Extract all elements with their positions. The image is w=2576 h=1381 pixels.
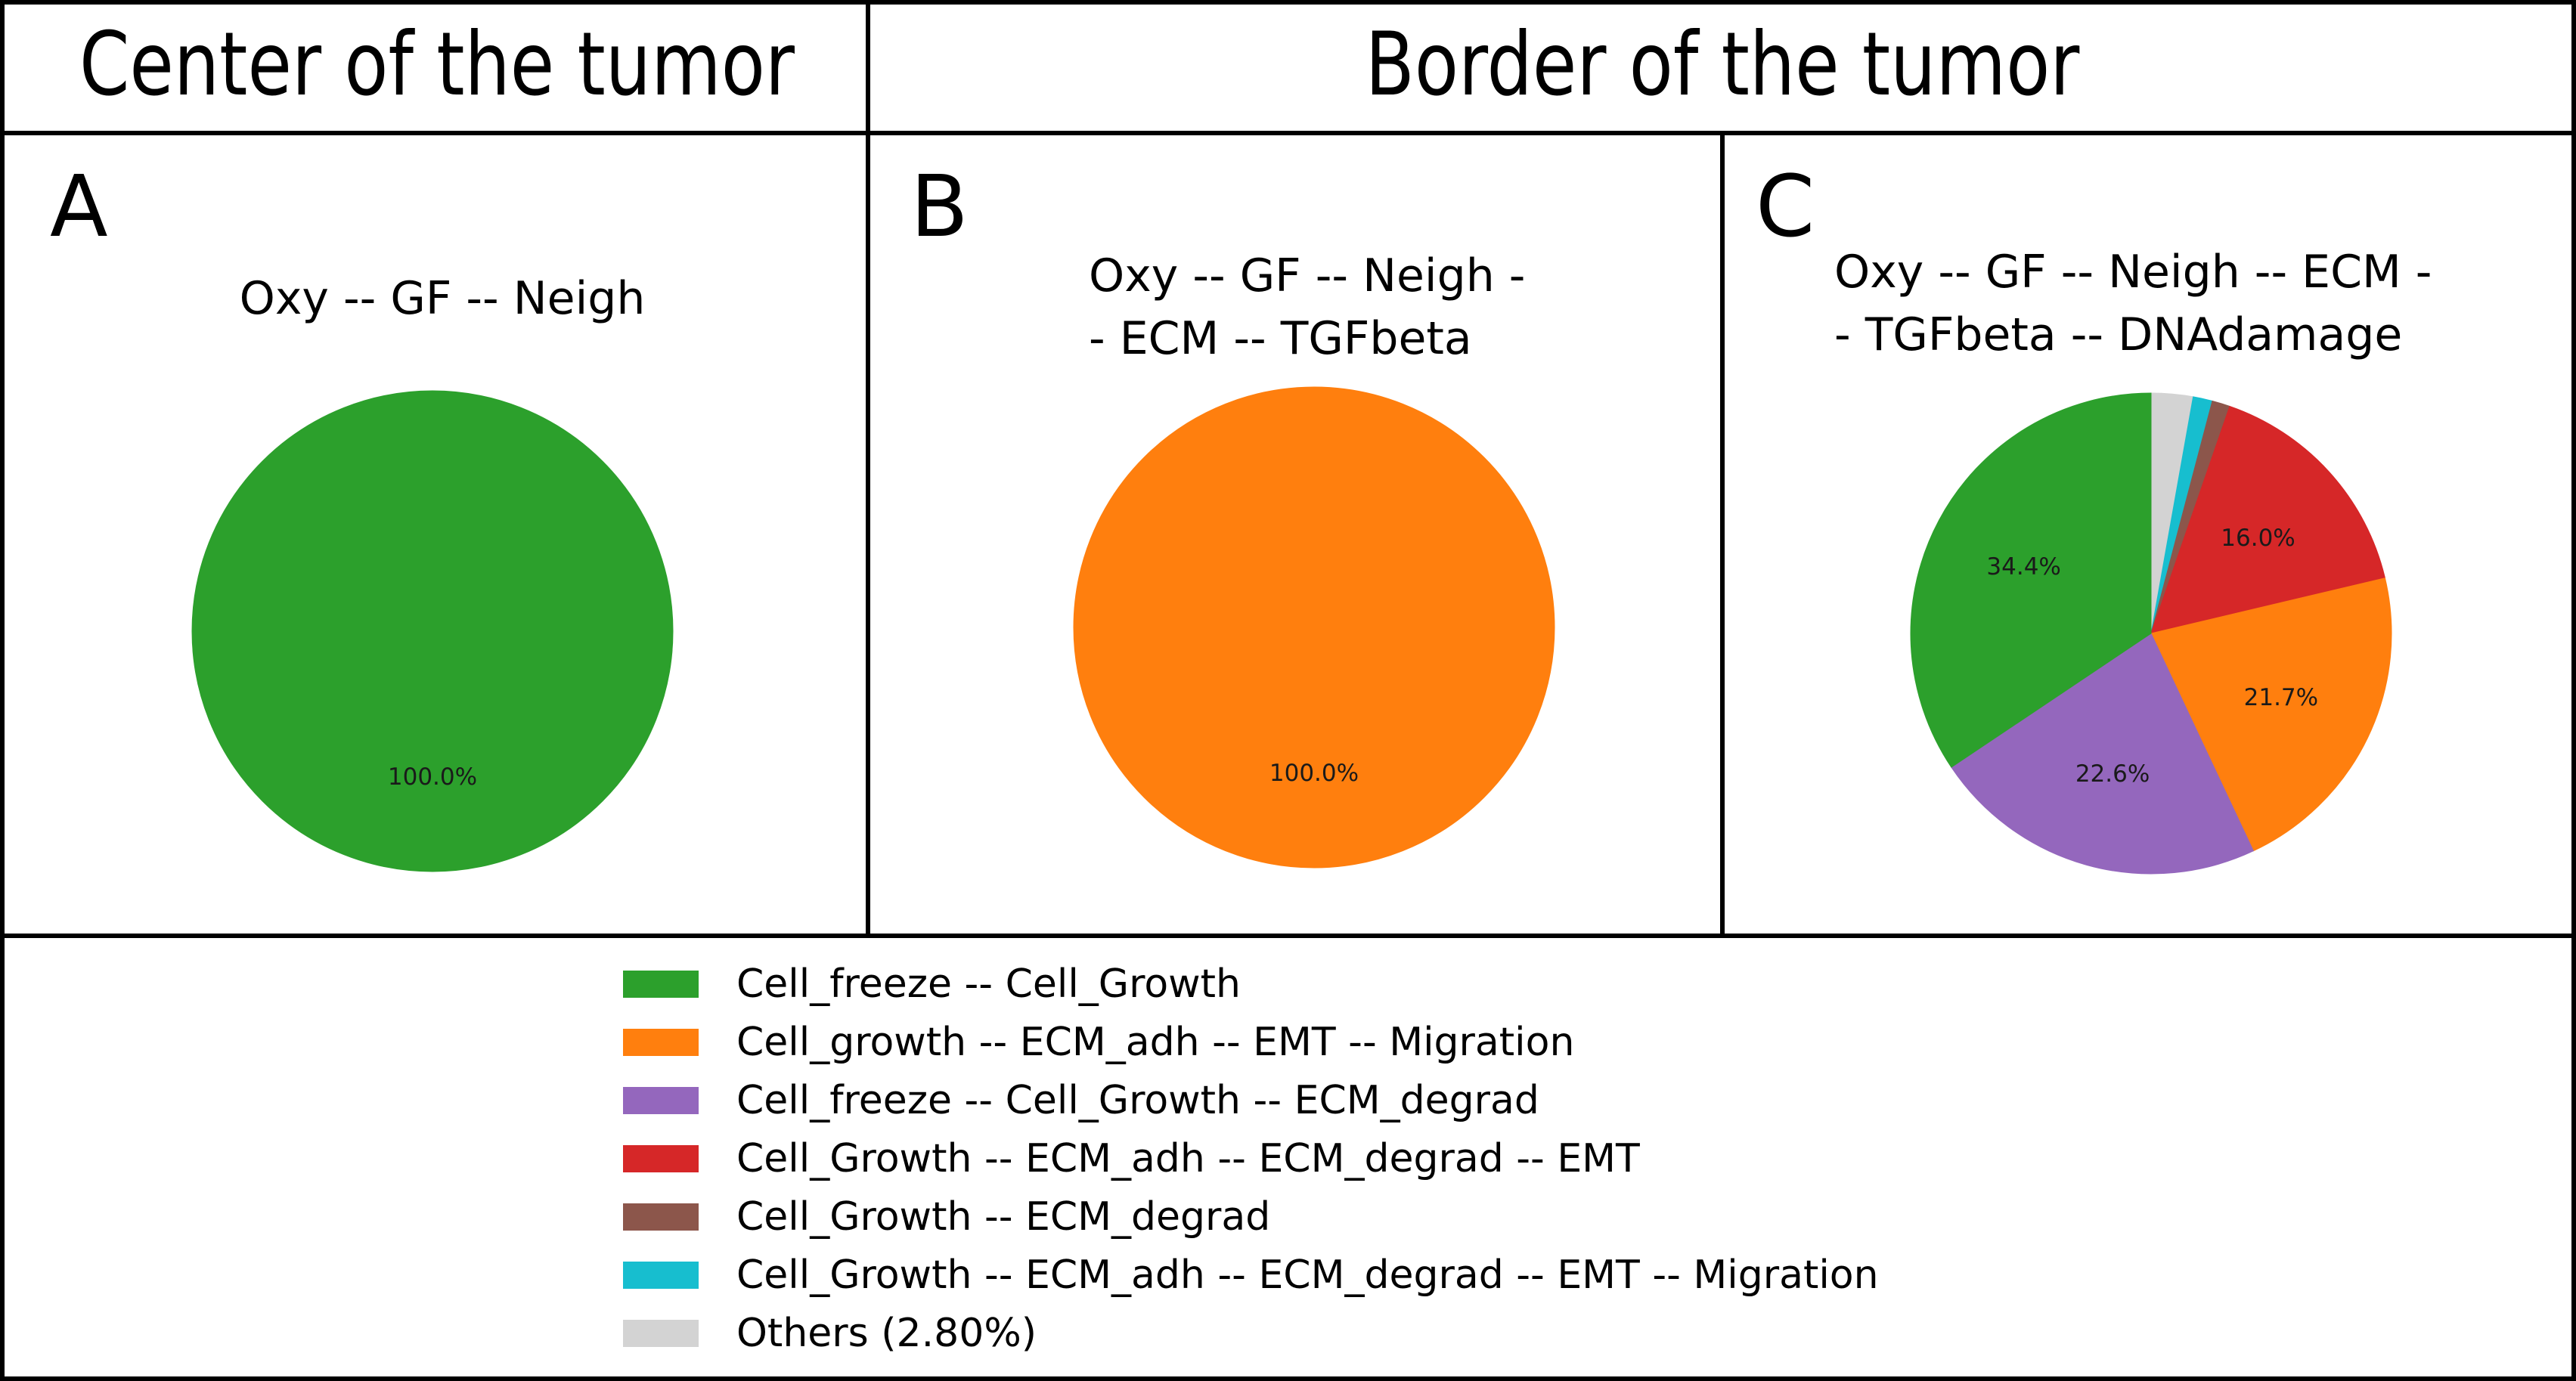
header-border: Border of the tumor [1365,14,2080,116]
legend-label: Cell_growth -- ECM_adh -- EMT -- Migrati… [736,1020,1574,1065]
pie-chart-a: 100.0% [191,390,674,872]
legend-swatch [623,971,699,998]
pie-chart-c: 16.0% 21.7% 22.6% 34.4% [1910,392,2392,875]
legend-swatch [623,1262,699,1289]
pie-slice-label: 100.0% [388,763,477,791]
pie-slice-label: 21.7% [2244,684,2318,711]
pie-slice [1951,633,2255,875]
pie-slice [2150,405,2386,634]
pie-slice-label: 34.4% [1986,553,2060,581]
legend-label: Cell_Growth -- ECM_degrad [736,1194,1270,1240]
panel-letter-b: B [910,158,969,256]
legend-label: Cell_freeze -- Cell_Growth [736,961,1241,1007]
panel-c-title-line1: Oxy -- GF -- Neigh -- ECM - [1834,246,2432,299]
pie-slice-label: 16.0% [2221,525,2295,552]
pie-slice [2150,577,2392,852]
pie-slice [191,390,674,872]
panel-b-title-line2: - ECM -- TGFbeta [1089,312,1472,365]
legend: Cell_freeze -- Cell_Growth Cell_growth --… [623,961,1879,1356]
pie-slice [1073,386,1555,869]
panel-letter-c: C [1756,158,1815,256]
panel-b-title-line1: Oxy -- GF -- Neigh - [1089,249,1525,302]
legend-swatch [623,1320,699,1347]
pie-slice-label: 22.6% [2075,760,2150,788]
legend-label: Cell_freeze -- Cell_Growth -- ECM_degrad [736,1078,1539,1123]
panel-letter-a: A [50,158,108,256]
pie-chart-b: 100.0% [1073,386,1555,869]
panel-a-title: Oxy -- GF -- Neigh [240,272,646,325]
pie-slice-label: 100.0% [1269,760,1359,787]
legend-swatch [623,1203,699,1231]
legend-label: Cell_Growth -- ECM_adh -- ECM_degrad -- … [736,1136,1640,1181]
legend-label: Cell_Growth -- ECM_adh -- ECM_degrad -- … [736,1252,1879,1298]
legend-swatch [623,1087,699,1114]
pie-slice [1910,392,2152,768]
legend-swatch [623,1145,699,1172]
panel-c-title-line2: - TGFbeta -- DNAdamage [1834,308,2402,361]
legend-swatch [623,1029,699,1056]
header-center: Center of the tumor [79,14,795,116]
legend-label: Others (2.80%) [736,1311,1037,1356]
